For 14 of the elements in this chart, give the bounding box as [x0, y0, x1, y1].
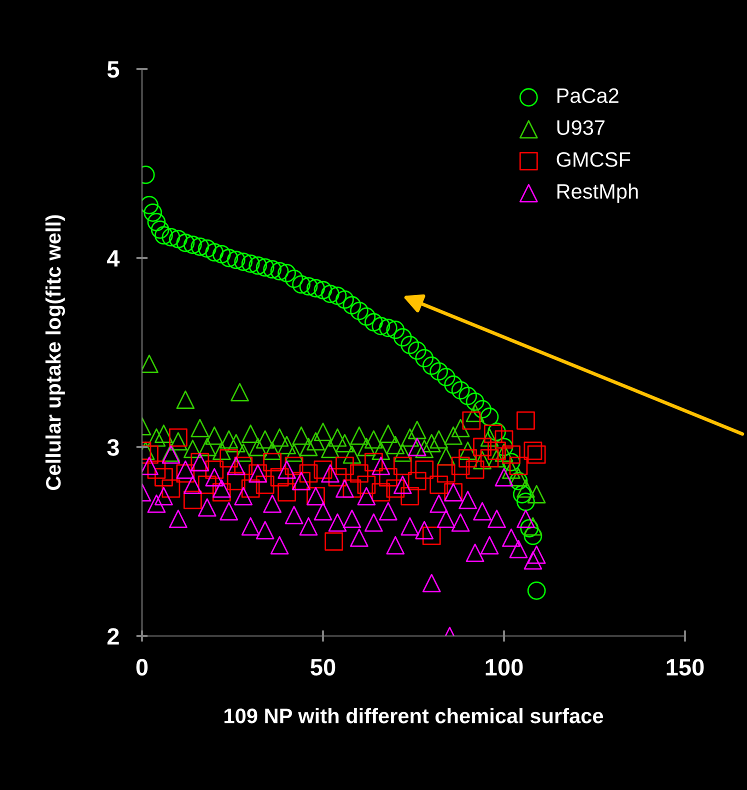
y-tick-label: 4: [107, 250, 120, 267]
x-tick-label: 0: [136, 658, 148, 676]
y-axis-title: Cellular uptake log(fitc well): [45, 215, 65, 490]
legend-label: PaCa2: [557, 88, 618, 104]
x-tick-label: 50: [310, 658, 336, 676]
legend-label: RestMph: [557, 184, 638, 203]
y-tick-label: 5: [107, 61, 120, 78]
x-axis-title: 109 NP with different chemical surface: [224, 708, 604, 724]
y-tick-label: 3: [107, 439, 119, 456]
y-tick-label: 2: [107, 628, 119, 645]
legend-label: GMCSF: [556, 152, 630, 167]
x-tick-label: 100: [486, 658, 523, 676]
legend-label: U937: [557, 120, 604, 135]
x-tick-label: 150: [666, 658, 704, 676]
